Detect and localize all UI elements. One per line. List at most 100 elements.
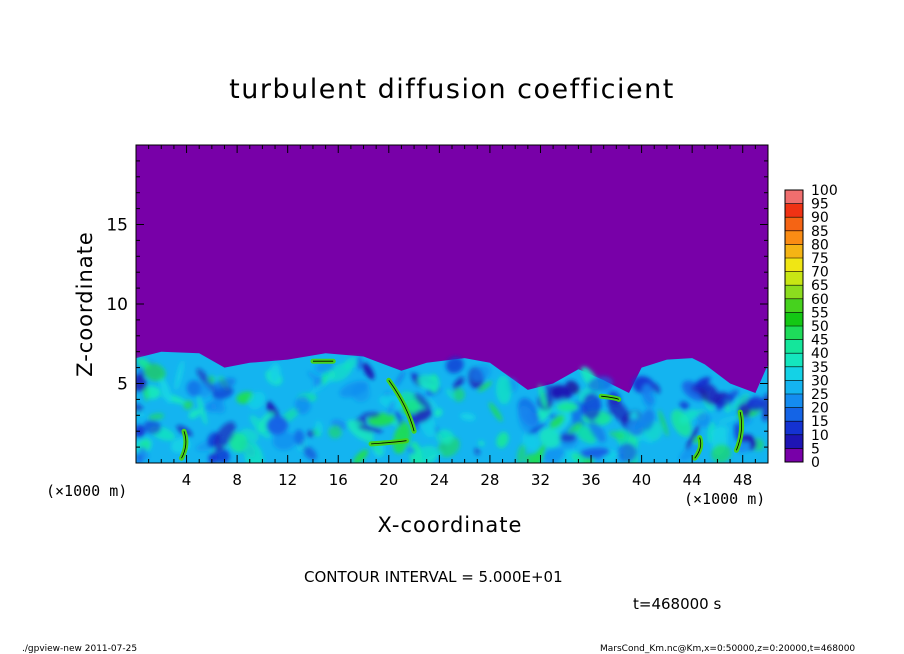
eddy (136, 409, 147, 417)
eddy (544, 384, 564, 400)
eddy (588, 420, 607, 443)
eddy (578, 447, 611, 459)
colorbar-cell (785, 394, 803, 408)
eddy (315, 420, 323, 433)
eddy (529, 450, 540, 463)
eddy (517, 405, 537, 436)
colorbar-cell (785, 366, 803, 381)
y-tick-label: 5 (117, 375, 128, 395)
colorbar-label: 25 (811, 387, 829, 403)
eddy (710, 425, 729, 438)
eddy (361, 411, 381, 419)
eddy (556, 402, 579, 412)
x-tick-label: 44 (683, 471, 702, 489)
eddy (452, 388, 465, 402)
contour-line (388, 380, 415, 432)
eddy (478, 380, 493, 392)
eddy (571, 452, 586, 463)
eddy (658, 409, 669, 437)
colorbar-label: 60 (811, 292, 829, 308)
colorbar-label: 40 (811, 346, 829, 362)
eddy (559, 432, 577, 443)
colorbar-cell (785, 217, 803, 232)
x-tick-label: 32 (531, 471, 550, 489)
eddy (386, 400, 396, 416)
x-tick-label: 40 (632, 471, 651, 489)
contour-line (601, 395, 619, 400)
colorbar-label: 95 (811, 197, 829, 213)
eddy (525, 423, 547, 437)
eddy (474, 447, 480, 456)
colorbar-cell (785, 285, 803, 300)
x-tick-label: 12 (278, 471, 297, 489)
eddy (302, 446, 317, 460)
eddy (609, 430, 625, 439)
colorbar-cell (785, 244, 803, 259)
eddy (516, 443, 527, 463)
colorbar-cell (785, 448, 803, 463)
contour-line (694, 437, 702, 459)
colorbar-label: 85 (811, 224, 829, 240)
colorbar-cell (785, 434, 803, 449)
x-tick-label: 16 (329, 471, 348, 489)
eddy (211, 377, 236, 392)
eddy (686, 424, 700, 450)
eddy (549, 414, 565, 429)
eddy (196, 368, 216, 393)
x-tick-label: 28 (480, 471, 499, 489)
eddy (617, 442, 637, 463)
eddy (539, 427, 561, 449)
eddy (703, 399, 714, 412)
eddy (732, 393, 750, 411)
eddy (679, 401, 690, 410)
colorbar-cell (785, 326, 803, 340)
eddy (581, 392, 602, 421)
colorbar-cell (785, 258, 803, 272)
eddy (357, 425, 383, 433)
colorbar-label: 20 (811, 401, 829, 417)
colorbar-cell (785, 353, 803, 368)
eddy (434, 408, 443, 418)
eddy (339, 380, 369, 398)
eddy (629, 422, 646, 432)
eddy (410, 408, 433, 424)
eddy (272, 431, 296, 451)
eddy (496, 431, 509, 449)
colorbar-cell (785, 380, 803, 395)
colorbar-label: 35 (811, 360, 829, 376)
colorbar-cell (785, 203, 803, 218)
x-tick-label: 20 (379, 471, 398, 489)
eddy (248, 391, 266, 410)
eddy (470, 365, 491, 382)
eddy (495, 375, 512, 405)
eddy (679, 409, 698, 424)
colorbar-label: 50 (811, 319, 829, 335)
eddy (425, 399, 437, 409)
y-tick-label: 10 (106, 295, 128, 315)
eddy (244, 441, 264, 463)
chart-title: turbulent diffusion coefficient (229, 74, 675, 105)
eddy (641, 383, 655, 409)
eddy (183, 400, 193, 410)
eddy (587, 376, 613, 392)
x-tick-label: 4 (182, 471, 192, 489)
colorbar-label: 0 (811, 455, 820, 471)
eddy (567, 421, 583, 434)
x-tick-label: 48 (733, 471, 752, 489)
eddy (694, 377, 711, 387)
colorbar-cell (785, 190, 803, 204)
eddy (249, 415, 271, 439)
colorbar-label: 70 (811, 265, 829, 281)
eddy (538, 384, 547, 410)
eddy (159, 375, 172, 404)
footer-program-date: ./gpview-new 2011-07-25 (22, 644, 138, 654)
eddy (136, 453, 144, 463)
contour-interval-label: CONTOUR INTERVAL = 5.000E+01 (304, 568, 563, 586)
colorbar-label: 10 (811, 428, 829, 444)
eddy (392, 422, 411, 454)
eddy (186, 380, 202, 397)
eddy (174, 360, 184, 391)
eddy (347, 419, 374, 442)
eddy (353, 449, 369, 463)
eddy (400, 391, 427, 416)
